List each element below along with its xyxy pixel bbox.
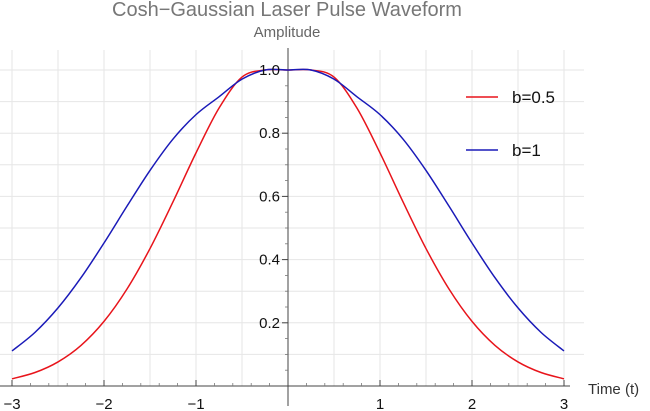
y-tick-label: 0.8 [259, 125, 280, 142]
x-tick-label: −1 [187, 396, 204, 411]
legend-label-b1: b=1 [512, 141, 541, 160]
axes [0, 48, 570, 406]
series-lines [11, 68, 565, 380]
series-line-b1 [11, 68, 565, 352]
chart-title: Cosh−Gaussian Laser Pulse Waveform [112, 0, 462, 21]
grid-lines [0, 50, 584, 386]
y-tick-label: 0.6 [259, 188, 280, 205]
y-axis-label: Amplitude [254, 24, 321, 41]
y-tick-label: 0.4 [259, 252, 280, 269]
tick-labels: −3 −2 −1 1 2 3 0.2 0.4 0.6 0.8 1.0 [3, 62, 568, 411]
x-axis-label: Time (t) [588, 381, 639, 398]
x-tick-label: −2 [95, 396, 112, 411]
x-tick-label: 3 [560, 396, 568, 411]
x-tick-label: 2 [468, 396, 476, 411]
x-tick-label: 1 [376, 396, 384, 411]
legend-label-b05: b=0.5 [512, 88, 555, 107]
y-tick-label: 1.0 [259, 62, 280, 79]
x-tick-label: −3 [3, 396, 20, 411]
legend: b=0.5 b=1 [466, 88, 555, 160]
y-tick-label: 0.2 [259, 315, 280, 332]
